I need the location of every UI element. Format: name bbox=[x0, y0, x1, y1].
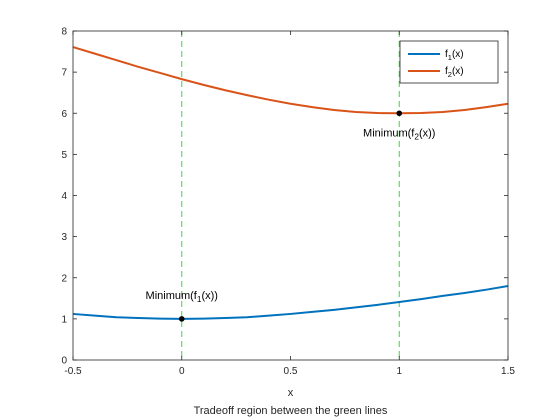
chart-caption: Tradeoff region between the green lines bbox=[194, 405, 388, 417]
series-line-f2 bbox=[72, 46, 509, 115]
legend: f1(x) f2(x) bbox=[399, 40, 499, 84]
y-tick-label: 0 bbox=[61, 356, 67, 367]
x-axis-ticks: -0.5 0 0.5 1 1.5 bbox=[64, 31, 515, 377]
legend-label-f2: f2(x) bbox=[445, 66, 464, 79]
y-tick-label: 3 bbox=[61, 232, 67, 243]
y-axis-ticks: 0 1 2 3 4 5 6 7 8 bbox=[61, 27, 508, 367]
x-tick-label: 1 bbox=[396, 366, 402, 377]
x-axis-label: x bbox=[288, 387, 294, 399]
series-line-f1 bbox=[72, 284, 509, 320]
minimum-label-2: Minimum(f2(x)) bbox=[363, 127, 435, 141]
y-tick-label: 1 bbox=[61, 314, 67, 325]
minimum-point-1 bbox=[178, 316, 185, 322]
tradeoff-boundary-lines bbox=[181, 31, 400, 360]
minimum-label-1: Minimum(f1(x)) bbox=[146, 290, 218, 304]
y-tick-label: 7 bbox=[61, 68, 67, 79]
x-tick-label: 0 bbox=[179, 366, 185, 377]
y-tick-label: 2 bbox=[61, 273, 67, 284]
y-tick-label: 6 bbox=[61, 109, 67, 120]
y-tick-label: 4 bbox=[61, 191, 67, 202]
series-lines bbox=[72, 46, 509, 320]
legend-box bbox=[399, 40, 499, 84]
x-tick-label: 0.5 bbox=[284, 366, 298, 377]
legend-label-f1: f1(x) bbox=[445, 49, 464, 62]
minimum-point-2 bbox=[396, 110, 403, 117]
x-tick-label: -0.5 bbox=[64, 366, 82, 377]
y-tick-label: 5 bbox=[61, 150, 67, 161]
plot-area bbox=[73, 31, 508, 360]
minimum-points: Minimum(f1(x)) Minimum(f2(x)) bbox=[146, 110, 435, 322]
x-tick-label: 1.5 bbox=[501, 366, 515, 377]
y-tick-label: 8 bbox=[61, 27, 67, 38]
